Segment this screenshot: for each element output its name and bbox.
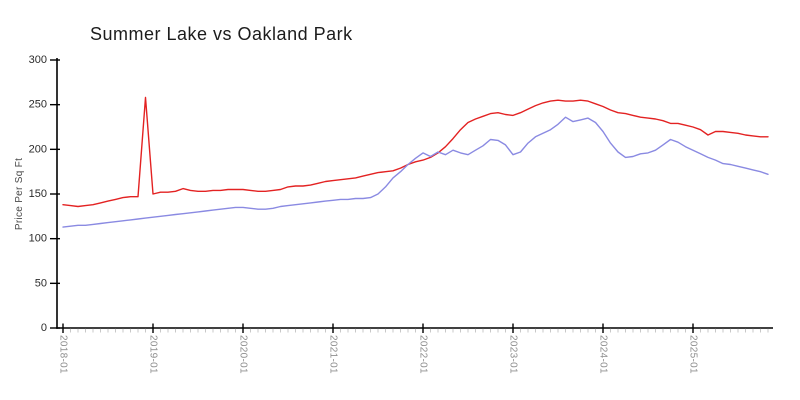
x-tick-label: 2018-01 [58,335,69,374]
x-tick-label: 2022-01 [418,335,429,374]
x-tick-label: 2019-01 [148,335,159,374]
y-axis-ticks: 0 50 100 150 200 250 300 [29,54,60,334]
y-axis-label: Price Per Sq Ft [14,158,25,230]
y-tick-label: 300 [29,54,47,66]
x-axis-ticks: 2018-01 2019-01 2020-01 2021-01 2022-01 2023-… [58,323,699,374]
y-tick-label: 100 [29,233,47,245]
y-tick-label: 0 [41,322,47,334]
x-tick-label: 2021-01 [328,335,339,374]
x-tick-label: 2020-01 [238,335,249,374]
x-tick-label: 2023-01 [508,335,519,374]
chart-title: Summer Lake vs Oakland Park [90,24,353,44]
data-series [62,96,769,228]
x-tick-label: 2024-01 [598,335,609,374]
y-tick-label: 200 [29,143,47,155]
x-tick-label: 2025-01 [688,335,699,374]
axes [56,58,773,329]
y-tick-label: 150 [29,188,47,200]
series-line-summer-lake [62,96,769,208]
y-tick-label: 250 [29,99,47,111]
y-tick-label: 50 [35,277,47,289]
x-axis-minor-ticks [70,328,769,333]
series-line-oakland-park [62,116,769,228]
